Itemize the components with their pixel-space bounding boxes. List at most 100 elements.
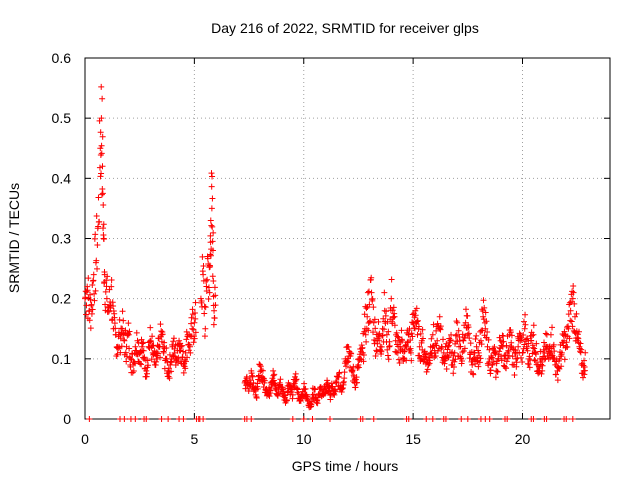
- data-point: [343, 363, 350, 370]
- data-point: [145, 362, 152, 369]
- data-point: [566, 299, 573, 306]
- data-point: [393, 349, 400, 356]
- data-point: [569, 288, 576, 295]
- y-tick-label: 0.5: [52, 110, 72, 126]
- data-point: [388, 295, 395, 302]
- data-point: [206, 289, 213, 296]
- data-point: [482, 325, 489, 332]
- data-point: [464, 331, 471, 338]
- data-point: [254, 385, 261, 392]
- data-point: [192, 299, 199, 306]
- data-point: [87, 296, 94, 303]
- data-point: [384, 352, 391, 359]
- data-point: [526, 353, 533, 360]
- data-point: [92, 231, 99, 238]
- data-point: [98, 150, 105, 157]
- data-point: [118, 343, 125, 350]
- data-point: [178, 343, 185, 350]
- data-point: [393, 329, 400, 336]
- baseline-marker: [442, 416, 449, 422]
- data-point: [345, 344, 352, 351]
- data-point: [492, 374, 499, 381]
- data-point: [143, 370, 150, 377]
- data-point: [385, 328, 392, 335]
- data-point: [314, 400, 321, 407]
- data-point: [89, 306, 96, 313]
- data-point: [352, 384, 359, 391]
- data-point: [257, 363, 264, 370]
- data-point: [103, 277, 110, 284]
- data-point: [454, 319, 461, 326]
- data-point: [528, 332, 535, 339]
- data-point: [158, 331, 165, 338]
- data-point: [328, 380, 335, 387]
- data-point: [82, 294, 89, 301]
- data-point: [157, 321, 164, 328]
- data-point: [423, 368, 430, 375]
- data-point: [569, 295, 576, 302]
- data-point: [412, 312, 419, 319]
- data-point: [401, 348, 408, 355]
- data-point: [84, 287, 91, 294]
- data-point: [445, 343, 452, 350]
- data-point: [503, 365, 510, 372]
- data-point: [554, 377, 561, 384]
- data-point: [414, 331, 421, 338]
- data-point: [464, 324, 471, 331]
- data-point: [434, 337, 441, 344]
- baseline-marker: [405, 416, 412, 422]
- data-point: [518, 337, 525, 344]
- data-point: [368, 289, 375, 296]
- data-point: [549, 324, 556, 331]
- data-point: [437, 323, 444, 330]
- data-point: [243, 373, 250, 380]
- data-point: [207, 217, 214, 224]
- data-point: [525, 361, 532, 368]
- data-point: [209, 173, 216, 180]
- data-point: [571, 300, 578, 307]
- data-point: [383, 331, 390, 338]
- axis-ticks: 0 0.1 0.2 0.3 0.4 0.5 0.6 0 5 10 15 20: [52, 50, 610, 447]
- chart-title: Day 216 of 2022, SRMTID for receiver glp…: [211, 20, 479, 36]
- data-point: [417, 330, 424, 337]
- data-point: [580, 374, 587, 381]
- baseline-marker: [180, 416, 187, 422]
- baseline-marker: [543, 416, 550, 422]
- data-point: [363, 305, 370, 312]
- baseline-marker: [464, 416, 471, 422]
- data-point: [523, 343, 530, 350]
- data-point: [524, 347, 531, 354]
- data-point: [521, 325, 528, 332]
- data-point: [119, 325, 126, 332]
- data-point: [383, 308, 390, 315]
- data-point: [395, 334, 402, 341]
- data-point: [348, 350, 355, 357]
- data-point: [551, 348, 558, 355]
- baseline-marker: [289, 416, 296, 422]
- data-point: [96, 164, 103, 171]
- data-point: [525, 340, 532, 347]
- data-point: [494, 368, 501, 375]
- data-point: [434, 347, 441, 354]
- data-point: [553, 371, 560, 378]
- data-point: [477, 337, 484, 344]
- data-point: [429, 331, 436, 338]
- y-axis-label: SRMTID / TECUs: [6, 183, 22, 293]
- data-point: [85, 275, 92, 282]
- data-point: [345, 358, 352, 365]
- data-point: [166, 375, 173, 382]
- data-point: [394, 333, 401, 340]
- data-point: [253, 394, 260, 401]
- data-point: [568, 318, 575, 325]
- baseline-marker: [458, 416, 465, 422]
- data-point: [99, 185, 106, 192]
- data-point: [520, 318, 527, 325]
- data-point: [561, 337, 568, 344]
- data-point: [378, 343, 385, 350]
- data-point: [208, 205, 215, 212]
- data-point: [399, 337, 406, 344]
- data-point: [467, 340, 474, 347]
- data-point: [211, 307, 218, 314]
- data-point: [250, 379, 257, 386]
